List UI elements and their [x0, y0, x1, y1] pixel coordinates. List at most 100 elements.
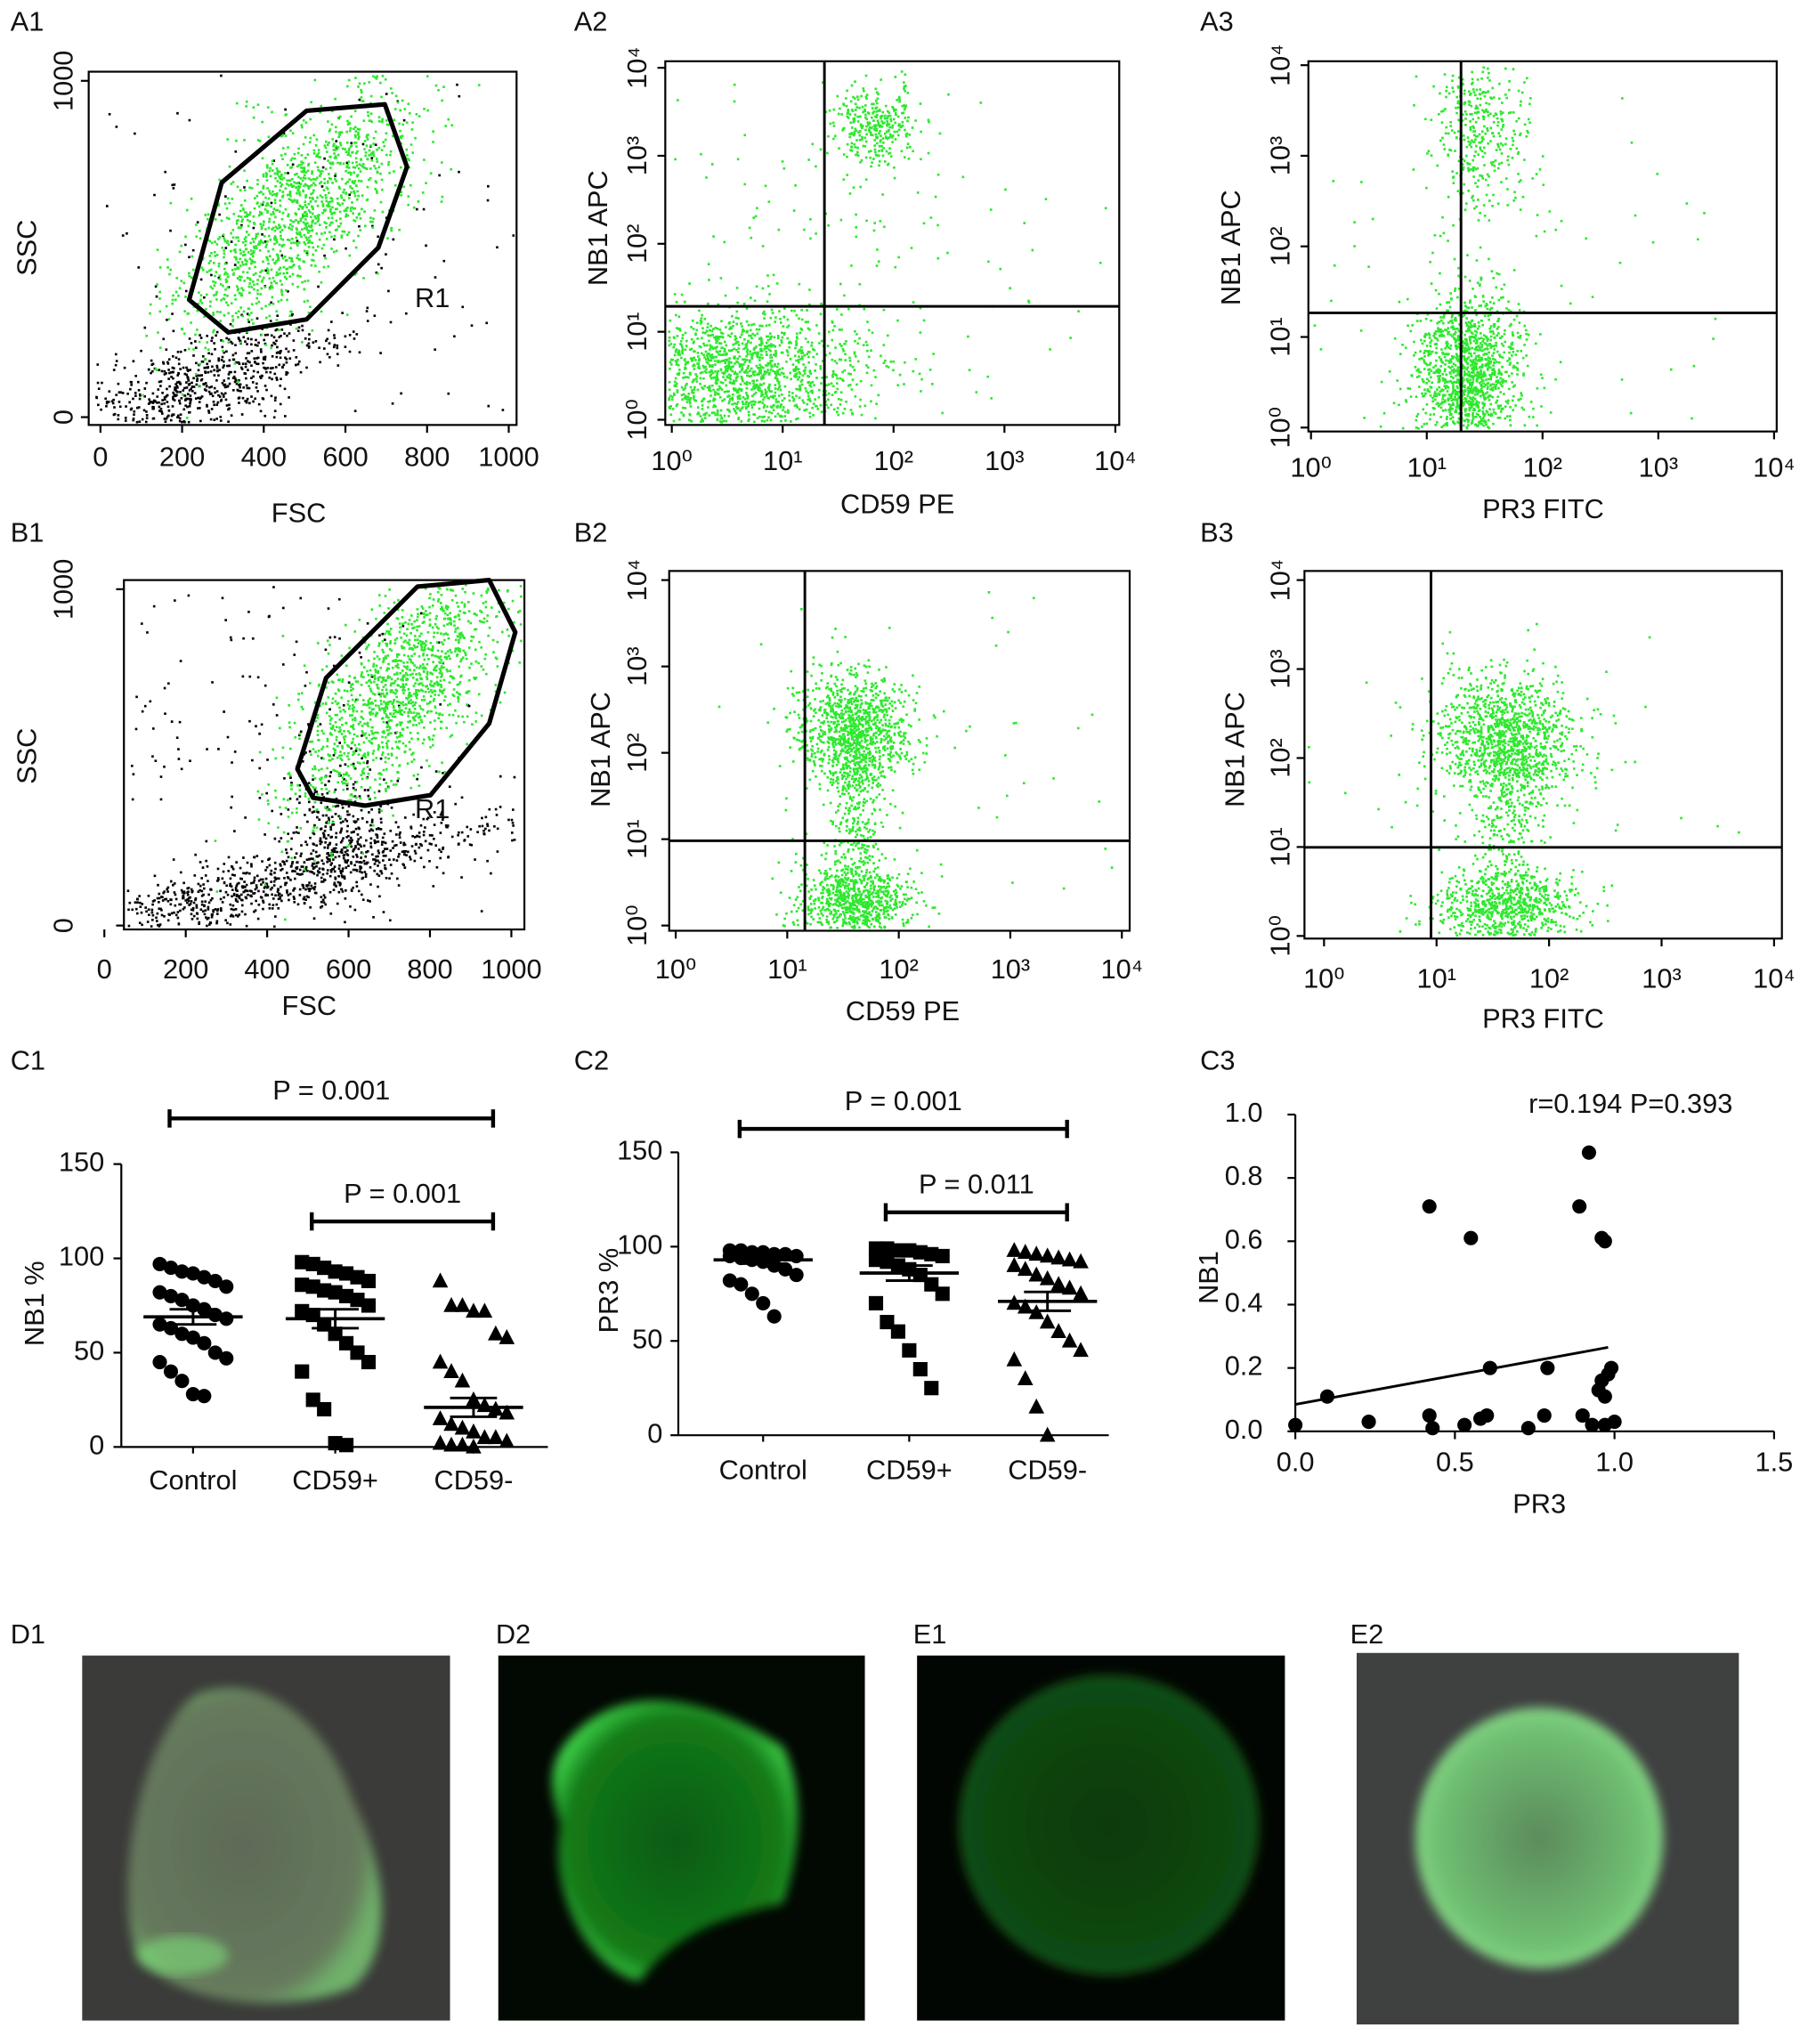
p-value: P = 0.001	[344, 1178, 461, 1209]
y-tick-label: 10⁴	[621, 46, 653, 88]
data-point	[219, 1311, 234, 1326]
data-point	[744, 1286, 759, 1302]
data-point	[152, 1354, 167, 1370]
y-tick-label: 10²	[1265, 227, 1296, 266]
y-axis-label: SSC	[11, 220, 42, 276]
data-point	[338, 1335, 354, 1350]
cell	[552, 1700, 799, 1982]
data-point	[454, 1372, 471, 1388]
data-point	[207, 1273, 223, 1288]
event-cloud	[1379, 223, 1572, 430]
data-point	[295, 1364, 310, 1379]
data-point	[1425, 1421, 1440, 1436]
cell	[1415, 1707, 1664, 1969]
significance-bracket	[167, 1109, 496, 1128]
y-tick-label: 10¹	[1265, 317, 1296, 356]
data-point	[295, 1278, 310, 1293]
y-tick-label: 10⁴	[621, 559, 653, 601]
data-point	[890, 1324, 905, 1339]
data-point	[350, 1293, 365, 1308]
y-tick-label: 10⁴	[1265, 559, 1296, 601]
data-point	[361, 1354, 377, 1370]
data-point	[163, 1288, 179, 1303]
data-point	[766, 1246, 782, 1261]
data-point	[1017, 1244, 1034, 1260]
data-point	[778, 1246, 793, 1261]
x-axis-label: PR3	[1512, 1488, 1566, 1519]
y-tick-label: 0	[47, 918, 78, 933]
plot-frame	[87, 70, 518, 426]
x-tick-label: 0.5	[1436, 1447, 1474, 1478]
error-bar	[739, 1254, 787, 1265]
x-tick-label: 800	[404, 442, 450, 473]
y-tick-label: 0.4	[1225, 1287, 1263, 1318]
data-point	[350, 1345, 365, 1360]
data-point	[207, 1308, 223, 1323]
y-tick-label: 10¹	[621, 819, 653, 858]
data-point	[1017, 1370, 1034, 1385]
data-point	[295, 1303, 310, 1318]
panel-label: A3	[1200, 5, 1234, 36]
data-point	[305, 1279, 320, 1294]
event-cloud	[766, 628, 1016, 828]
data-point	[778, 1261, 793, 1277]
cell	[959, 1675, 1260, 1975]
y-tick-label: 10¹	[621, 312, 653, 351]
plot-frame	[1307, 60, 1778, 433]
data-point	[1061, 1251, 1078, 1267]
x-tick-label: 10²	[1529, 962, 1569, 994]
x-tick-label: 10⁴	[1100, 953, 1142, 985]
data-point	[1073, 1285, 1089, 1301]
y-tick-label: 100	[59, 1241, 104, 1272]
x-tick-label: 10⁰	[655, 953, 697, 985]
data-point	[163, 1364, 179, 1379]
y-tick-label: 150	[617, 1135, 662, 1166]
data-point	[361, 1273, 377, 1288]
data-point	[1457, 1417, 1472, 1432]
data-point	[766, 1309, 782, 1324]
data-point	[488, 1325, 504, 1341]
data-point	[443, 1363, 459, 1378]
y-tick-label: 0.8	[1225, 1160, 1263, 1191]
x-tick-label: 10²	[1523, 451, 1562, 483]
data-point	[163, 1261, 179, 1276]
data-point	[1028, 1245, 1045, 1261]
x-tick-label: CD59+	[866, 1454, 953, 1485]
data-point	[902, 1243, 917, 1258]
data-point	[1039, 1247, 1056, 1263]
data-point	[197, 1269, 212, 1285]
x-tick-label: 10⁰	[1303, 962, 1345, 994]
data-point	[880, 1315, 895, 1330]
event-cloud	[95, 272, 393, 424]
data-point	[499, 1432, 515, 1448]
x-tick-label: 1000	[481, 953, 541, 985]
event-cloud	[1424, 66, 1545, 238]
micrograph-d1	[82, 1655, 450, 2021]
data-point	[432, 1410, 449, 1425]
x-tick-label: 600	[326, 953, 371, 985]
y-tick-label: 0.6	[1225, 1223, 1263, 1254]
data-point	[305, 1256, 320, 1271]
data-point	[432, 1353, 449, 1369]
panel-label: D2	[496, 1618, 531, 1650]
x-axis-label: FSC	[272, 498, 327, 529]
panel-label: C2	[574, 1045, 609, 1076]
x-tick-label: 0	[93, 442, 108, 473]
data-point	[174, 1293, 190, 1308]
event-cloud	[820, 682, 893, 924]
x-tick-label: 200	[163, 953, 208, 985]
data-point	[174, 1374, 190, 1389]
x-tick-label: 1000	[478, 442, 539, 473]
data-point	[1288, 1417, 1303, 1432]
x-tick-label: 10⁴	[1753, 962, 1795, 994]
x-tick-label: 10³	[991, 953, 1030, 985]
data-point	[935, 1286, 950, 1302]
data-point	[1061, 1332, 1078, 1348]
y-axis-label: NB1 %	[19, 1261, 50, 1346]
event-cloud	[1434, 663, 1571, 937]
x-tick-label: 200	[159, 442, 205, 473]
significance-bracket	[310, 1212, 496, 1231]
data-point	[185, 1386, 200, 1402]
y-tick-label: 100	[617, 1229, 662, 1260]
data-point	[197, 1335, 212, 1350]
